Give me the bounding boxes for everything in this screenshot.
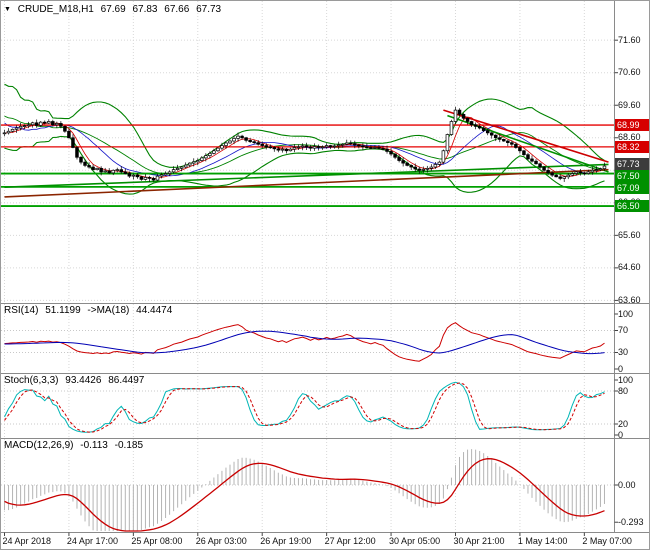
- rsi-level-label: 30: [618, 347, 629, 357]
- level-price-label: 68.99: [615, 119, 649, 132]
- macd-value: -0.113: [80, 440, 108, 451]
- stoch-signal: 86.4497: [108, 375, 145, 386]
- price-tick-label: 63.60: [618, 294, 641, 305]
- price-tick-label: 64.60: [618, 262, 641, 273]
- x-axis-label: 26 Apr 19:00: [260, 536, 312, 546]
- rsi-value: 51.1199: [45, 305, 81, 316]
- stoch-level-label: 100: [618, 374, 634, 385]
- level-price-label: 67.50: [615, 169, 649, 182]
- rsi-ma-name: ->MA(18): [87, 305, 130, 316]
- current-price-label: 67.73: [615, 158, 649, 171]
- x-axis-label: 26 Apr 03:00: [195, 536, 247, 546]
- level-price-label: 68.32: [615, 140, 649, 153]
- price-tick-label: 70.60: [618, 67, 641, 78]
- rsi-ma-value: 44.4474: [136, 305, 173, 316]
- macd-signal: -0.185: [114, 440, 144, 451]
- x-axis-label: 24 Apr 2018: [2, 536, 52, 546]
- ohlc-open: 67.69: [100, 4, 126, 15]
- rsi-level-label: 100: [618, 308, 634, 319]
- rsi-level-label: 70: [618, 325, 629, 335]
- ohlc-high: 67.83: [132, 4, 158, 15]
- ohlc-close: 67.73: [196, 4, 222, 15]
- x-axis-label: 30 Apr 05:00: [389, 536, 441, 546]
- x-axis-label: 30 Apr 21:00: [453, 536, 505, 546]
- macd-name: MACD(12,26,9): [4, 440, 74, 451]
- chart-shift-icon: ▼: [4, 6, 11, 13]
- x-axis-label: 1 May 14:00: [517, 536, 568, 546]
- ohlc-low: 67.66: [164, 4, 190, 15]
- price-tick-label: 65.60: [618, 229, 641, 240]
- rsi-name: RSI(14): [4, 305, 39, 316]
- symbol-timeframe: CRUDE_M18,H1: [17, 4, 94, 15]
- macd-level-label: -0.293: [618, 516, 644, 527]
- macd-level-label: 0.00: [618, 479, 636, 490]
- stoch-header: Stoch(6,3,3) 93.4426 86.4497: [4, 375, 148, 386]
- x-axis-label: 27 Apr 12:00: [324, 536, 376, 546]
- stoch-level-label: 20: [618, 418, 629, 429]
- x-axis-label: 24 Apr 17:00: [66, 536, 118, 546]
- x-axis-label: 25 Apr 08:00: [131, 536, 183, 546]
- macd-header: MACD(12,26,9) -0.113 -0.185: [4, 440, 147, 451]
- price-tick-label: 69.60: [618, 99, 641, 110]
- stoch-name: Stoch(6,3,3): [4, 375, 59, 386]
- rsi-level-label: 0: [618, 363, 624, 374]
- level-price-label: 66.50: [615, 200, 649, 213]
- chart-header: ▼ CRUDE_M18,H1 67.69 67.83 67.66 67.73: [4, 4, 225, 15]
- price-tick-label: 68.60: [618, 132, 641, 143]
- stoch-level-label: 0: [618, 429, 624, 440]
- stoch-level-label: 80: [618, 385, 629, 396]
- level-price-label: 67.09: [615, 181, 649, 194]
- rsi-header: RSI(14) 51.1199 ->MA(18) 44.4474: [4, 305, 176, 316]
- price-tick-label: 71.60: [618, 34, 641, 45]
- x-axis-label: 2 May 07:00: [582, 536, 632, 546]
- stoch-value: 93.4426: [65, 375, 102, 386]
